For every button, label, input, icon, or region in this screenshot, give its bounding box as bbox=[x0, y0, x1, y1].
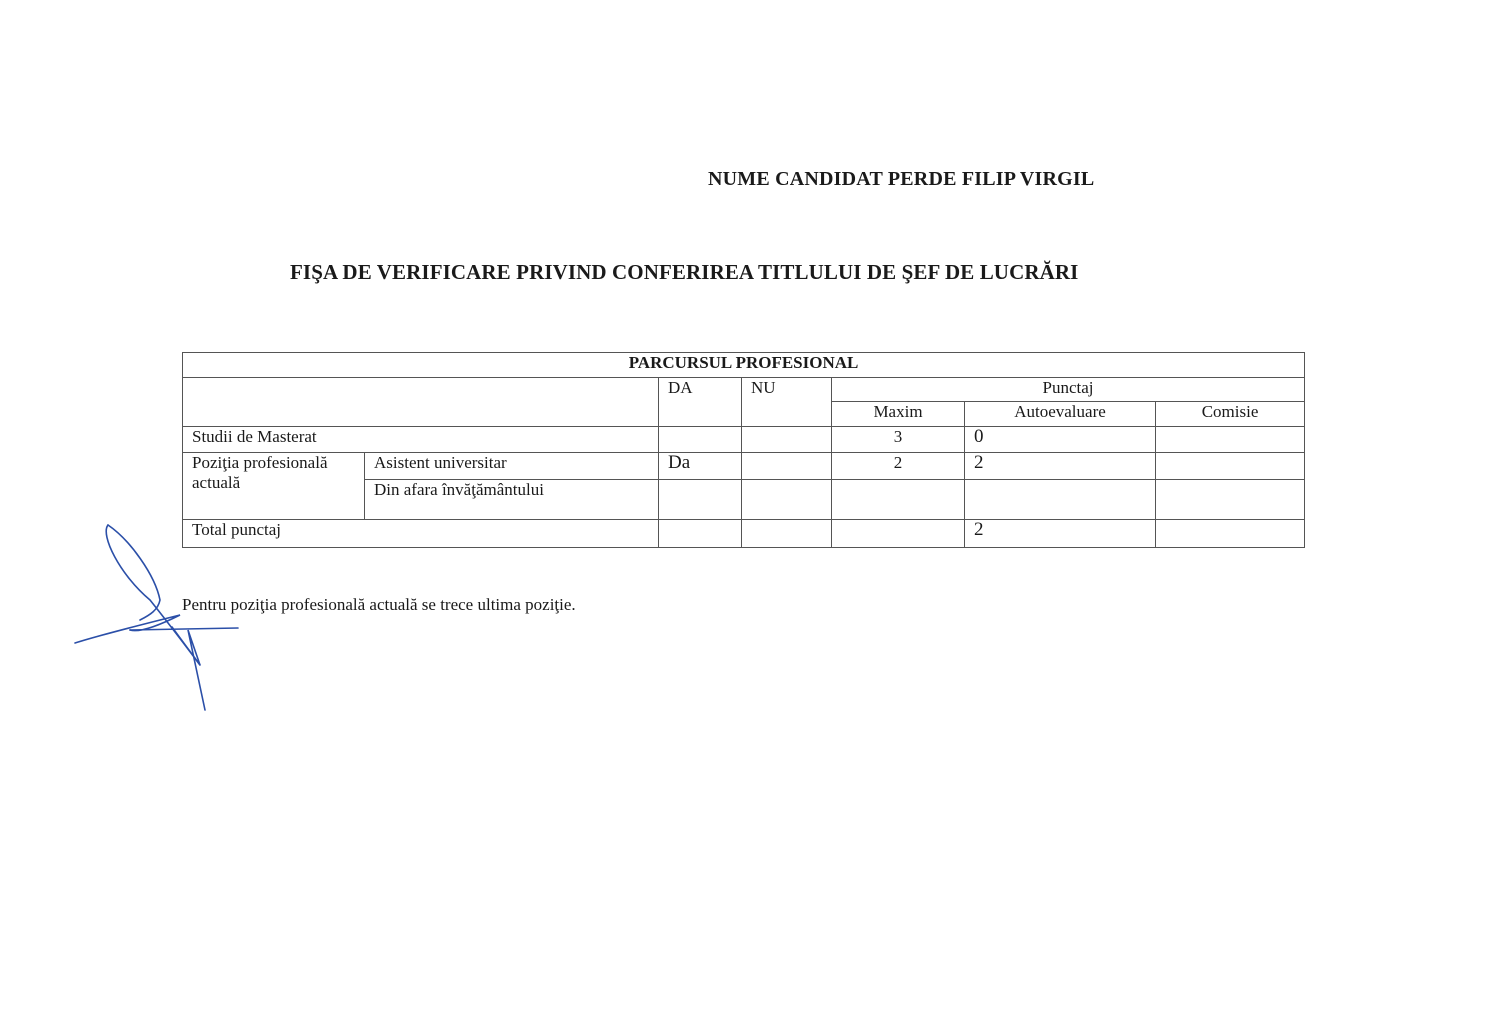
cell-comisie bbox=[1154, 426, 1306, 453]
signature bbox=[74, 524, 239, 711]
table-row: Studii de Masterat 3 0 bbox=[182, 426, 1306, 453]
cell-comisie bbox=[1154, 452, 1306, 480]
cell-nu bbox=[741, 426, 832, 453]
cell-autoevaluare bbox=[964, 479, 1156, 520]
row-label: Total punctaj bbox=[182, 519, 659, 548]
header-blank bbox=[182, 377, 659, 427]
cell-autoevaluare: 2 bbox=[964, 519, 1156, 548]
section-header: PARCURSUL PROFESIONAL bbox=[181, 352, 1306, 378]
cell-maxim: 3 bbox=[831, 426, 965, 453]
cell-nu bbox=[741, 519, 832, 548]
header-comisie: Comisie bbox=[1154, 401, 1306, 427]
header-punctaj: Punctaj bbox=[830, 377, 1306, 402]
header-autoevaluare: Autoevaluare bbox=[964, 401, 1156, 427]
table-row: Din afara învăţământului bbox=[183, 479, 1306, 520]
cell-maxim bbox=[831, 519, 965, 548]
cell-da bbox=[658, 519, 742, 548]
cell-nu bbox=[741, 479, 832, 520]
row-label: Studii de Masterat bbox=[182, 426, 659, 453]
table-row: Total punctaj 2 bbox=[182, 519, 1306, 548]
cell-da: Da bbox=[658, 452, 742, 480]
footnote: Pentru poziţia profesională actuală se t… bbox=[182, 595, 576, 614]
candidate-name: NUME CANDIDAT PERDE FILIP VIRGIL bbox=[708, 168, 1095, 190]
cell-maxim bbox=[831, 479, 965, 520]
row-label: Din afara învăţământului bbox=[364, 479, 659, 520]
cell-nu bbox=[741, 452, 832, 480]
cell-comisie bbox=[1154, 479, 1306, 520]
header-maxim: Maxim bbox=[831, 401, 965, 427]
row-group-label: Poziţia profesională actuală bbox=[182, 452, 365, 520]
header-nu: NU bbox=[741, 377, 832, 427]
document-title: FIŞA DE VERIFICARE PRIVIND CONFERIREA TI… bbox=[290, 260, 1079, 284]
cell-comisie bbox=[1154, 519, 1306, 548]
cell-maxim: 2 bbox=[831, 452, 965, 480]
cell-da bbox=[658, 426, 742, 453]
cell-autoevaluare: 2 bbox=[964, 452, 1156, 480]
row-label: Asistent universitar bbox=[364, 452, 659, 480]
cell-da bbox=[658, 479, 742, 520]
table-row: Poziţia profesională actuală Asistent un… bbox=[182, 452, 1306, 520]
cell-autoevaluare: 0 bbox=[964, 426, 1156, 453]
header-da: DA bbox=[658, 377, 742, 427]
professional-path-table: PARCURSUL PROFESIONAL DA NU Punctaj Maxi… bbox=[181, 352, 1306, 548]
